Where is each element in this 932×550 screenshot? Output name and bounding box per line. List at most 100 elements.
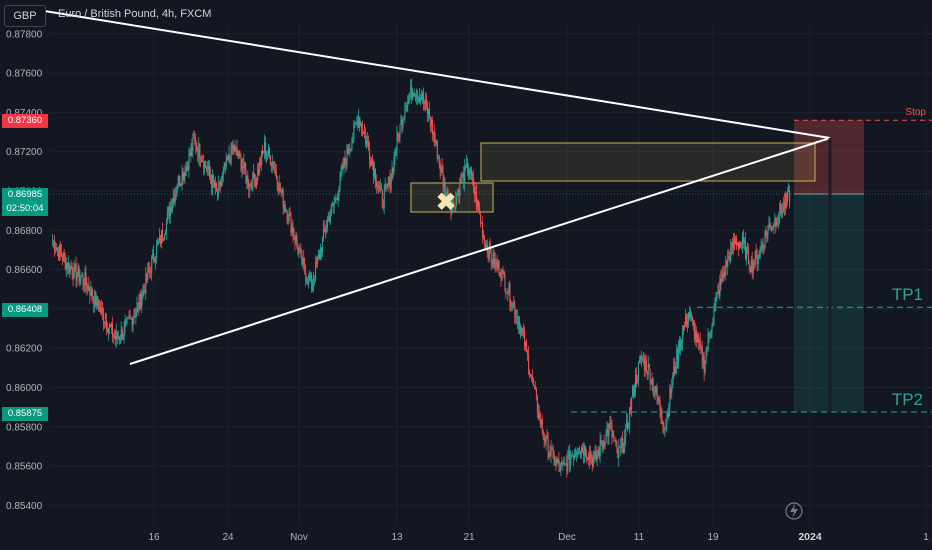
candle-body <box>185 167 187 177</box>
candle-body <box>745 247 747 260</box>
candle-body <box>109 324 111 328</box>
candle-body <box>573 455 575 459</box>
candle-body <box>634 388 636 395</box>
candle-body <box>743 237 745 242</box>
candle-body <box>161 230 163 244</box>
candle-body <box>780 203 782 212</box>
candle-body <box>245 170 247 183</box>
candle-body <box>415 96 417 98</box>
candle-body <box>562 464 564 465</box>
candle-body <box>658 400 660 401</box>
candle-body <box>153 253 155 262</box>
candle-body <box>204 161 206 169</box>
candle-body <box>633 386 635 395</box>
candle-body <box>126 318 128 320</box>
candle-body <box>258 169 260 174</box>
candle-body <box>457 189 459 195</box>
candle-body <box>756 253 758 264</box>
candle-body <box>667 412 669 418</box>
candle-body <box>365 134 367 144</box>
candle-body <box>571 456 573 457</box>
candle-body <box>95 291 97 306</box>
candle-body <box>310 275 312 280</box>
candle-body <box>145 273 147 294</box>
candle-body <box>534 386 536 388</box>
candle-body <box>207 169 209 171</box>
candle-body <box>781 211 783 215</box>
candle-body <box>189 153 191 156</box>
candle-body <box>729 256 731 262</box>
candle-body <box>432 131 434 134</box>
candle-body <box>292 226 294 235</box>
candle-body <box>387 184 389 185</box>
candle-body <box>298 248 300 253</box>
candle-body <box>397 133 399 135</box>
symbol-badge[interactable]: GBP <box>4 5 46 27</box>
candle-body <box>491 261 493 265</box>
candle-body <box>170 206 172 212</box>
candle-body <box>563 463 565 465</box>
candle-body <box>343 157 345 169</box>
candle-body <box>735 237 737 244</box>
candle-body <box>217 189 219 196</box>
candle-body <box>130 317 132 319</box>
candle-body <box>557 459 559 464</box>
candle-body <box>539 413 541 425</box>
candle-body <box>347 147 349 155</box>
candle-body <box>281 189 283 194</box>
price-axis[interactable]: 0.878000.876000.874000.872000.870000.868… <box>6 29 43 512</box>
candle-body <box>754 251 756 265</box>
candle-body <box>436 140 438 159</box>
countdown-label: 02:50:04 <box>2 202 48 216</box>
candle-body <box>331 203 333 205</box>
candle-body <box>249 183 251 191</box>
candle-body <box>419 96 421 102</box>
candle-body <box>643 358 645 371</box>
candle-body <box>266 153 268 156</box>
candle-body <box>520 327 522 334</box>
tp2-text: TP2 <box>892 390 923 409</box>
candle-body <box>550 448 552 456</box>
candle-body <box>278 183 280 192</box>
candle-body <box>500 276 502 281</box>
candle-body <box>524 330 526 347</box>
candle-body <box>622 437 624 453</box>
candle-body <box>734 239 736 244</box>
candle-body <box>85 272 87 284</box>
candle-body <box>265 141 267 156</box>
candle-body <box>655 387 657 393</box>
candle-body <box>552 447 554 454</box>
tp2-price-label: 0.85875 <box>2 407 48 421</box>
candle-body <box>448 200 450 205</box>
candle-body <box>683 326 685 331</box>
candle-body <box>498 261 500 276</box>
candle-body <box>386 184 388 185</box>
candle-body <box>55 249 57 251</box>
candle-body <box>361 123 363 130</box>
candle-body <box>692 320 694 326</box>
candle-body <box>651 379 653 384</box>
candle-body <box>648 364 650 369</box>
candle-body <box>433 131 435 140</box>
candle-body <box>466 163 468 168</box>
candle-body <box>100 307 102 313</box>
candle-body <box>450 204 452 212</box>
candle-body <box>113 336 115 337</box>
candle-body <box>132 318 134 326</box>
time-axis[interactable]: 16 24 Nov 13 21 Dec 11 19 2024 1 <box>148 531 929 543</box>
candle-body <box>422 93 424 101</box>
candle-body <box>306 280 308 282</box>
candle-body <box>687 321 689 326</box>
candle-body <box>779 203 781 218</box>
candle-body <box>274 170 276 173</box>
candle-body <box>241 166 243 170</box>
candle-body <box>412 93 414 100</box>
candle-body <box>426 99 428 106</box>
candle-body <box>627 421 629 429</box>
candle-body <box>90 286 92 296</box>
candle-body <box>316 262 318 264</box>
candle-body <box>606 429 608 433</box>
candle-body <box>609 422 611 424</box>
candle-body <box>101 308 103 313</box>
